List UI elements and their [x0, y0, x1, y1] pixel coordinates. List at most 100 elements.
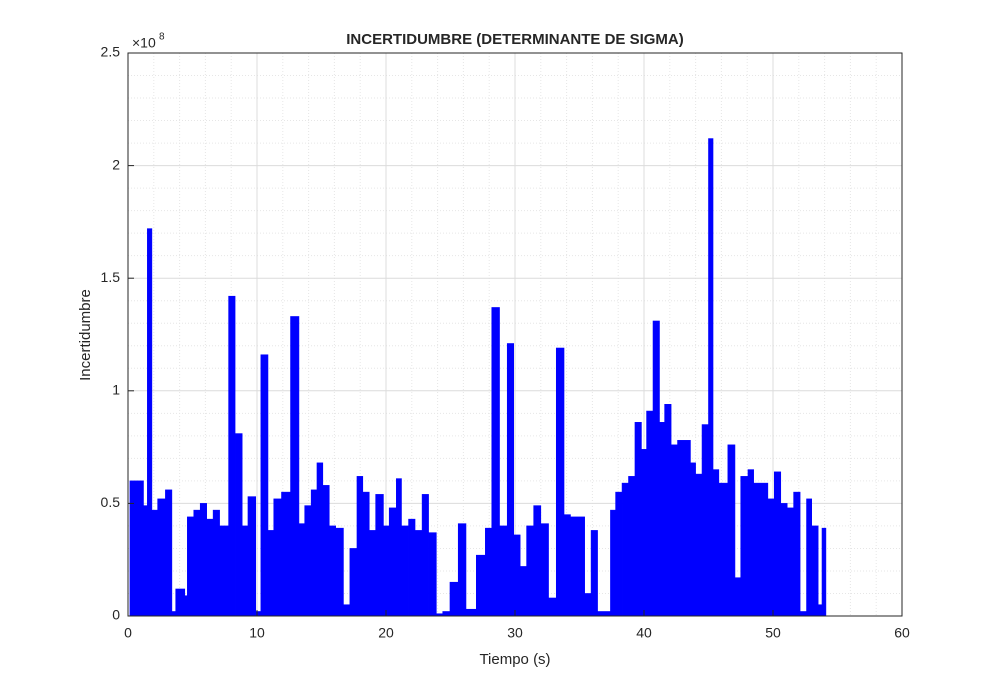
bar [322, 485, 330, 617]
bar [199, 503, 207, 617]
bar [165, 489, 173, 617]
bar [298, 523, 306, 617]
bar [457, 523, 467, 617]
bar [701, 424, 709, 617]
bar [396, 478, 402, 617]
bar [442, 611, 451, 617]
bar [388, 507, 397, 617]
bar [219, 525, 229, 617]
bar [383, 525, 390, 617]
bar [475, 554, 486, 617]
bar [740, 476, 749, 617]
bar [408, 518, 416, 617]
bar [362, 491, 370, 617]
x-tick-label: 10 [249, 625, 265, 641]
bar [310, 489, 318, 617]
bar [677, 440, 691, 617]
bar [597, 611, 611, 617]
bar [449, 581, 459, 617]
x-tick-label: 30 [507, 625, 523, 641]
bar [316, 462, 324, 617]
bar [151, 509, 158, 617]
bar [628, 476, 636, 617]
plot-frame [127, 52, 903, 617]
bar [695, 473, 703, 617]
bar [212, 509, 220, 617]
bar [234, 433, 243, 617]
bar [187, 516, 195, 617]
bar [708, 138, 714, 617]
bar [540, 523, 549, 617]
y-tick-label: 0 [112, 607, 120, 623]
bar [335, 527, 344, 617]
bar [343, 604, 351, 617]
bar [727, 444, 736, 617]
bar [734, 577, 742, 617]
bar [290, 316, 300, 617]
bar [491, 307, 500, 617]
bar [793, 491, 801, 617]
bar [401, 525, 409, 617]
bar [175, 588, 186, 617]
x-tick-label: 0 [124, 625, 132, 641]
bar [368, 530, 376, 617]
bar [241, 525, 249, 617]
bar [414, 530, 423, 617]
bar [615, 491, 623, 617]
bar [621, 482, 629, 617]
bar [747, 469, 754, 617]
y-tick-label: 1.5 [101, 269, 121, 285]
bar [690, 462, 696, 617]
bar [267, 530, 275, 617]
y-tick-label: 0.5 [101, 494, 121, 510]
x-tick-label: 40 [636, 625, 652, 641]
bar [641, 449, 647, 617]
x-tick-label: 60 [894, 625, 910, 641]
x-tick-label: 20 [378, 625, 394, 641]
bar [281, 491, 291, 617]
bar [356, 476, 364, 617]
bar [753, 482, 769, 617]
bar [147, 228, 153, 617]
y-tick-label: 1 [112, 382, 120, 398]
bar [799, 611, 807, 617]
bar [260, 354, 269, 617]
bar [767, 498, 775, 617]
bar [519, 566, 527, 617]
bar [171, 611, 177, 617]
bar [465, 608, 477, 617]
bar [817, 604, 823, 617]
bar [506, 343, 515, 617]
bar [273, 498, 282, 617]
bar [533, 505, 542, 617]
bar [304, 505, 312, 617]
bar [718, 482, 729, 617]
y-tick-label: 2 [112, 156, 120, 172]
y-tick-label: 2.5 [101, 44, 121, 60]
bar [255, 611, 262, 617]
bar [652, 320, 660, 617]
x-tick-label: 50 [765, 625, 781, 641]
bar [634, 422, 642, 617]
bar [421, 494, 429, 617]
bar [499, 525, 508, 617]
bar [811, 525, 819, 617]
bar [143, 505, 148, 617]
y-exponent: 8 [159, 32, 165, 43]
bar [129, 480, 144, 617]
bar [590, 530, 598, 617]
bar [157, 498, 166, 617]
x-axis-label: Tiempo (s) [479, 651, 550, 668]
bar [610, 509, 616, 617]
bar [526, 525, 535, 617]
bar [664, 404, 672, 617]
chart-title: INCERTIDUMBRE (DETERMINANTE DE SIGMA) [346, 31, 684, 48]
y-axis-label: Incertidumbre [77, 289, 94, 381]
bar [670, 444, 678, 617]
bar [821, 527, 827, 617]
bar [228, 295, 236, 617]
bar [375, 494, 384, 617]
bar [584, 593, 592, 617]
bar [328, 525, 336, 617]
